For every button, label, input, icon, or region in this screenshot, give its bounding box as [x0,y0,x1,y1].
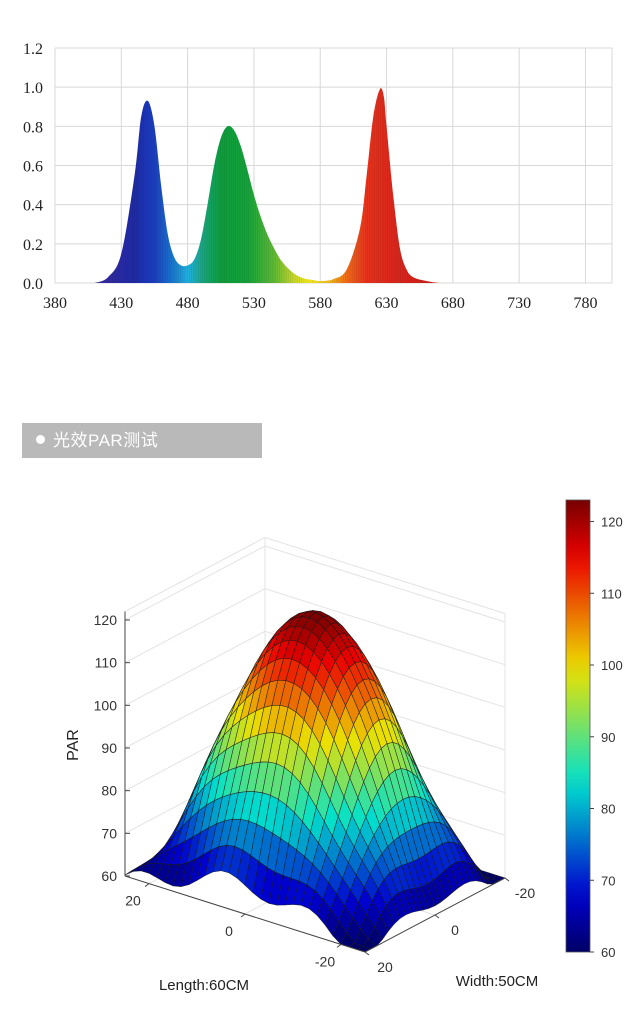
length-tick-label: -20 [315,953,335,969]
z-tick-label: 110 [95,655,118,671]
length-tick-label: 0 [225,923,233,939]
z-axis-label: PAR [65,729,82,761]
z-tick-label: 80 [101,783,117,799]
width-axis-label: Width:50CM [456,973,539,990]
width-tick-label: 0 [451,922,459,938]
z-tick-label: 90 [101,740,117,756]
spectrum-area [94,88,453,283]
colorbar-tick-label: 90 [601,730,615,745]
width-tick-label: 20 [377,959,393,975]
length-tick-label: 20 [125,893,141,909]
x-tick-label: 380 [43,295,67,312]
z-tick-label: 100 [94,697,118,713]
surface-axes: 60 70 80 90 100 110 120 PAR 20 0 -20 Length:60CM -20… [65,611,538,994]
y-tick-label: 0.4 [23,198,43,215]
y-tick-label: 0.6 [23,159,43,176]
colorbar-tick-label: 80 [601,802,615,817]
y-tick-label: 0.2 [23,237,43,254]
colorbar-tick-label: 60 [601,945,615,960]
box-edge [124,537,266,612]
z-tick-label: 70 [101,825,117,841]
x-tick-label: 680 [441,295,465,312]
colorbar: 60 70 80 90 100 110 120 [565,499,623,960]
box-grid-line [124,588,506,666]
colorbar-tick-label: 70 [601,873,615,888]
x-tick-label: 530 [242,295,266,312]
colorbar-rect [565,499,591,953]
x-tick-label: 580 [308,295,332,312]
width-tick [364,951,370,956]
y-tick-label: 0.8 [23,119,43,136]
colorbar-tick-label: 120 [601,515,623,530]
width-tick [504,877,510,882]
length-tick [240,913,246,918]
x-tick-label: 730 [507,295,531,312]
x-tick-label: 780 [573,295,597,312]
width-tick [434,914,440,919]
x-tick-label: 630 [375,295,399,312]
z-tick-label: 120 [94,612,118,628]
width-tick-label: -20 [515,885,535,901]
x-tick-label: 480 [176,295,200,312]
length-tick [144,883,150,888]
box-grid-line [124,630,506,708]
colorbar-tick-label: 110 [601,586,622,601]
y-tick-label: 0.0 [23,276,43,293]
y-tick-label: 1.0 [23,80,43,97]
section-header-bar: 光效PAR测试 [22,423,262,458]
box-edge [264,536,506,614]
par-surface-chart: 60 70 80 90 100 110 120 PAR 20 0 -20 Length:60CM -20… [65,499,623,994]
surface-mesh [124,610,506,953]
colorbar-tick-label: 100 [601,658,623,673]
length-axis-label: Length:60CM [159,977,249,994]
spectrum-chart: 0.0 0.2 0.4 0.6 0.8 1.0 1.2 380 430 480 530 580 630 6… [23,41,613,312]
length-tick [336,943,342,948]
bullet-dot-icon [36,435,45,445]
box-grid-line [124,545,506,623]
z-tick-label: 60 [101,868,117,884]
x-tick-label: 430 [109,295,133,312]
spectrum-tick-labels: 0.0 0.2 0.4 0.6 0.8 1.0 1.2 380 430 480 530 580 630 6… [23,41,597,312]
y-tick-label: 1.2 [23,41,43,58]
section-title: 光效PAR测试 [53,431,159,450]
